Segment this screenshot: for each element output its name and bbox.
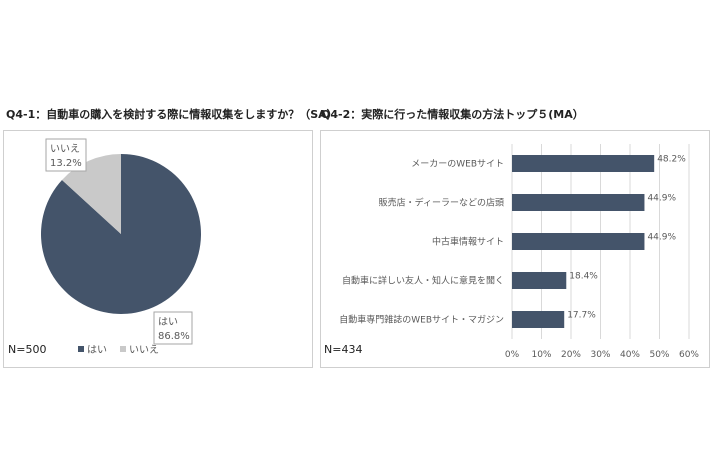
bar-category-label-2: 中古車情報サイト — [432, 236, 504, 248]
pie-legend-swatch-0 — [78, 346, 84, 352]
bar-value-label-1: 44.9% — [647, 194, 676, 204]
bar-chart-panel: 0% 10% 20% 30% 40% 50% 60% 48.2% メーカーのWEBサイト 44.9… — [320, 130, 710, 368]
pie-label-name-0: はい — [158, 316, 178, 328]
pie-label-name-1: いいえ — [50, 143, 80, 155]
bar-category-label-4: 自動車専門雑誌のWEBサイト・マガジン — [339, 314, 504, 326]
bar-0 — [512, 155, 655, 172]
bar-xtick-label-3: 30% — [590, 350, 610, 360]
pie-chart-title: Q4-1：自動車の購入を検討する際に情報収集をしますか？（SA） — [6, 108, 338, 121]
bar-xtick-label-5: 50% — [649, 350, 669, 360]
bar-1 — [512, 194, 645, 211]
pie-label-value-1: 13.2% — [50, 158, 82, 169]
bar-category-label-1: 販売店・ディーラーなどの店頭 — [379, 197, 504, 209]
bar-3 — [512, 272, 567, 289]
pie-label-box-0 — [153, 311, 193, 345]
bar-value-label-4: 17.7% — [567, 311, 596, 321]
pie-legend-label-0: はい — [87, 344, 107, 356]
bar-4 — [512, 311, 565, 328]
pie-legend-label-1: いいえ — [129, 344, 159, 356]
bar-xtick-label-6: 60% — [679, 350, 699, 360]
bar-xtick-label-2: 20% — [561, 350, 581, 360]
bar-2 — [512, 233, 645, 250]
bar-value-label-0: 48.2% — [657, 155, 686, 165]
bar-value-label-2: 44.9% — [647, 233, 676, 243]
pie-chart-panel: はい 86.8% いいえ 13.2% N=500 はい いいえ — [3, 130, 313, 368]
bar-chart-title: Q4-2：実際に行った情報収集の方法トップ５(MA） — [321, 108, 584, 121]
pie-label-value-0: 86.8% — [158, 331, 190, 342]
bar-xtick-label-1: 10% — [531, 350, 551, 360]
pie-n-label: N=500 — [8, 343, 46, 356]
pie-slice-0 — [41, 154, 202, 314]
bar-chart: 0% 10% 20% 30% 40% 50% 60% 48.2% メーカーのWEBサイト 44.9… — [324, 144, 699, 360]
pie-label-box-1 — [45, 138, 87, 172]
bar-category-label-0: メーカーのWEBサイト — [411, 159, 504, 170]
bar-n-label: N=434 — [324, 343, 362, 356]
bar-xtick-label-4: 40% — [620, 350, 640, 360]
bar-xtick-label-0: 0% — [505, 350, 520, 360]
bar-value-label-3: 18.4% — [569, 272, 598, 282]
bar-category-label-3: 自動車に詳しい友人・知人に意見を聞く — [342, 275, 504, 287]
pie-slice-1 — [61, 154, 121, 234]
pie-legend-swatch-1 — [120, 346, 126, 352]
